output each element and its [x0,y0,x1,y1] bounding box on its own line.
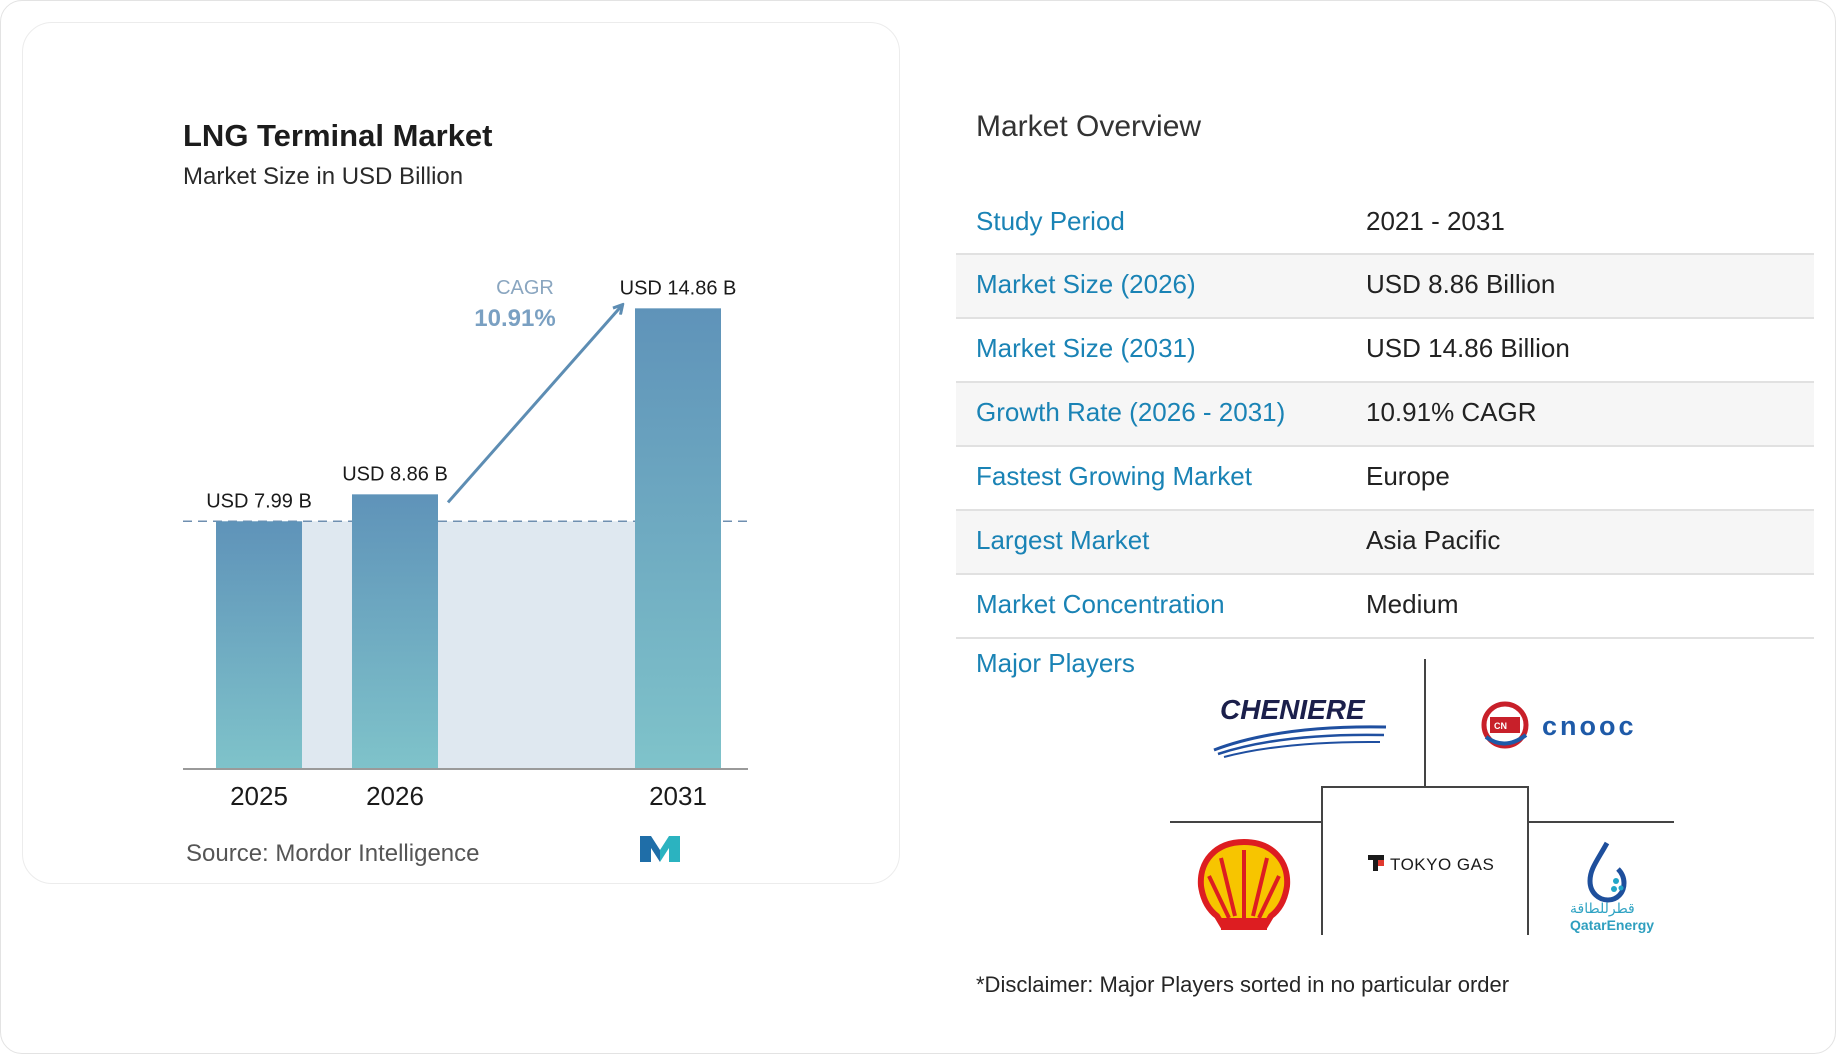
source-note: Source: Mordor Intelligence [186,840,480,867]
row-label: Market Concentration [976,589,1225,619]
disclaimer: *Disclaimer: Major Players sorted in no … [976,972,1510,997]
overview-row: Study Period 2021 - 2031 [956,192,1814,255]
chart-subtitle: Market Size in USD Billion [183,163,464,190]
cagr-value: 10.91% [474,305,555,332]
overview-row: Market Size (2026) USD 8.86 Billion [956,255,1814,319]
bar-2026 [352,494,438,769]
chart-title: LNG Terminal Market [183,118,493,153]
cagr-label: CAGR [496,277,554,299]
bar-value-label: USD 7.99 B [206,490,312,512]
bar-chart: USD 7.99 B 2025 USD 8.86 B 2026 USD 14.86 B 2… [183,277,752,811]
cagr-arrow [446,305,622,504]
cnooc-logo-icon: CN cnooc [1481,701,1637,749]
qatarenergy-logo-icon: قطرللطاقة QatarEnergy [1570,841,1654,933]
bar-2031 [635,308,721,769]
cheniere-logo-icon: CHENIERE [1213,694,1387,758]
row-value: USD 14.86 Billion [1366,333,1570,363]
shell-logo-icon [1197,838,1291,930]
cnooc-logo-text: cnooc [1542,711,1637,741]
svg-text:CN: CN [1494,721,1507,731]
row-value: Europe [1366,461,1450,491]
mordor-logo-icon [640,836,680,862]
bar-2025 [216,521,302,769]
row-label: Study Period [976,206,1125,236]
tokyo-gas-logo-text: TOKYO GAS [1390,855,1495,874]
cheniere-logo-text: CHENIERE [1220,694,1366,725]
tokyo-gas-logo-icon [1368,855,1384,871]
major-players-grid: CHENIERE CN cnooc قطرللطاقة QatarEnergy [1170,659,1674,935]
row-value: 10.91% CAGR [1366,397,1537,427]
major-players-label: Major Players [976,648,1135,678]
row-value: USD 8.86 Billion [1366,269,1556,299]
row-label: Growth Rate (2026 - 2031) [976,397,1286,427]
row-label: Market Size (2031) [976,333,1196,363]
x-tick-label: 2025 [230,781,288,811]
overview-row: Largest Market Asia Pacific [956,511,1814,575]
row-label: Largest Market [976,525,1150,555]
row-value: Medium [1366,589,1459,619]
bar-value-label: USD 8.86 B [342,463,448,485]
row-label: Fastest Growing Market [976,461,1252,491]
overview-row: Market Size (2031) USD 14.86 Billion [956,319,1814,383]
row-value: 2021 - 2031 [1366,206,1505,236]
row-label: Market Size (2026) [976,269,1196,299]
x-tick-label: 2031 [649,781,707,811]
qatarenergy-logo-text: QatarEnergy [1570,917,1654,933]
bar-value-label: USD 14.86 B [620,277,737,299]
grid-divider [1321,786,1529,935]
overview-table: Study Period 2021 - 2031 Market Size (20… [956,192,1814,639]
overview-row: Fastest Growing Market Europe [956,447,1814,511]
overview-title: Market Overview [976,110,1202,143]
overview-row: Growth Rate (2026 - 2031) 10.91% CAGR [956,383,1814,447]
row-value: Asia Pacific [1366,525,1501,555]
svg-text:قطرللطاقة: قطرللطاقة [1570,901,1635,917]
overview-row: Market Concentration Medium [956,575,1814,639]
x-tick-label: 2026 [366,781,424,811]
